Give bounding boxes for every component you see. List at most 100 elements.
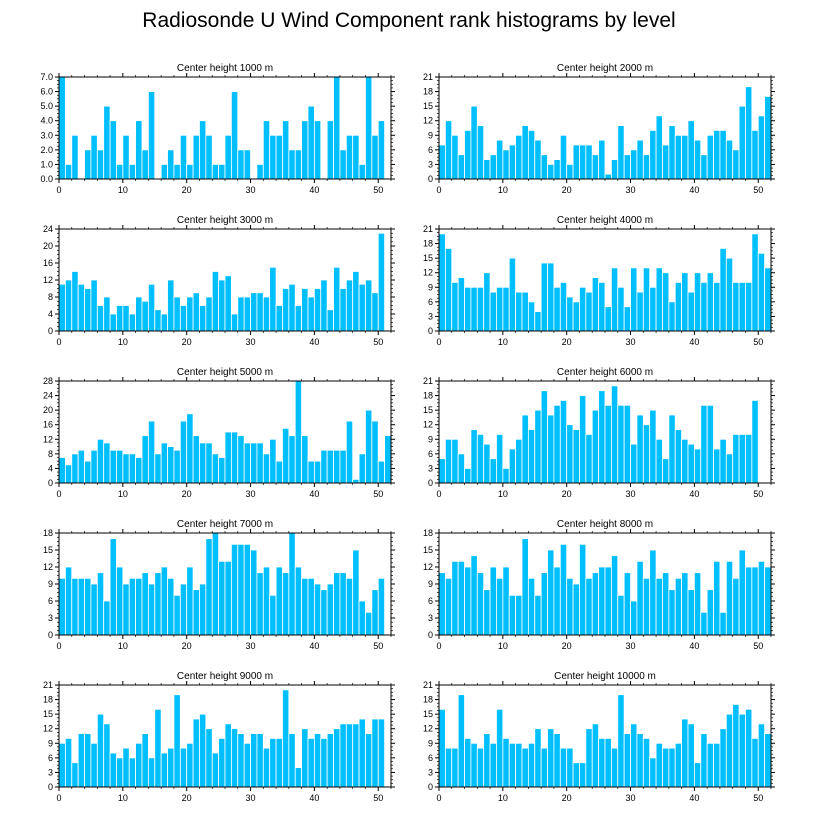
bar [451,282,459,332]
bar [64,279,73,332]
y-tick-label: 18 [423,87,433,97]
bar [438,708,446,788]
bar [623,154,631,180]
chart-title: Center height 1000 m [177,63,273,74]
bar [243,442,251,484]
bar [693,139,702,180]
bar [559,282,568,332]
bar [579,144,587,180]
bar [540,262,548,332]
bar [167,446,175,484]
bar [199,305,207,332]
bar [218,164,226,180]
bar [547,549,555,636]
x-tick-label: 50 [753,337,763,347]
bar [186,742,194,788]
bar [719,728,727,788]
bar [358,453,366,484]
bar [636,139,644,180]
bar [230,313,239,332]
bar [116,305,124,332]
bar [154,309,162,332]
chart-panel-5: Center height 5000 m 0 4 8 12 16 20 24 28 0 10 20 30… [43,367,395,499]
x-tick-label: 30 [246,337,256,347]
x-tick-label: 10 [498,793,508,803]
bar [256,292,264,332]
bar [496,708,504,788]
bar [649,549,657,636]
bar [502,468,510,484]
y-tick-label: 9 [48,738,53,748]
bar [725,257,734,332]
bar [90,742,98,788]
bar [610,159,619,180]
bar [294,767,303,788]
bar [224,431,232,484]
bar [282,288,290,332]
bar [572,301,580,332]
bar [71,271,79,332]
bar [205,134,213,180]
y-tick-label: 21 [423,680,433,690]
bar [732,149,740,180]
bar [179,583,188,636]
bar [224,275,232,332]
bar [630,443,638,484]
bar [339,149,347,180]
bar [345,279,354,332]
chart-title: Center height 9000 m [177,671,273,682]
bar [604,566,612,636]
bar [377,120,386,180]
bar [71,134,79,180]
bar [630,600,638,636]
bar [559,543,568,636]
bar [352,723,360,788]
bar [706,589,714,636]
bar [751,233,759,332]
bar [636,560,644,636]
bar [339,449,347,484]
bar [464,566,472,636]
bar [365,279,373,332]
bar [122,453,130,484]
bar [687,723,695,788]
chart-panel-7: Center height 7000 m 0 3 6 9 12 15 18 0 10 20 30 40 5… [43,519,395,651]
bar [128,453,137,484]
x-tick-label: 10 [498,641,508,651]
bar [610,747,619,788]
bar [288,283,296,332]
x-tick-label: 10 [498,185,508,195]
bar [160,164,168,180]
x-tick-label: 20 [562,793,572,803]
bar [186,296,194,332]
bar [444,248,453,332]
bar [502,149,510,180]
bar [186,164,194,180]
bar [700,154,708,180]
y-tick-label: 6 [428,145,433,155]
bar [192,134,200,180]
x-tick-label: 40 [309,185,319,195]
bar [617,594,625,636]
bar [167,279,175,332]
bar [269,134,277,180]
bar [167,577,175,636]
bar [732,434,740,484]
bar [307,105,315,180]
bar [642,738,651,788]
bar [269,266,277,332]
bar [103,600,111,636]
bar [591,409,600,484]
bar [58,283,66,332]
bar [579,286,587,332]
bar [566,424,574,484]
bar [339,572,347,636]
y-tick-label: 1.0 [40,159,53,169]
bar [713,742,721,788]
bar [642,154,651,180]
bar [764,96,772,180]
y-tick-label: 3 [428,311,433,321]
y-tick-label: 0 [48,630,53,640]
bar [269,738,277,788]
bar [662,144,670,180]
